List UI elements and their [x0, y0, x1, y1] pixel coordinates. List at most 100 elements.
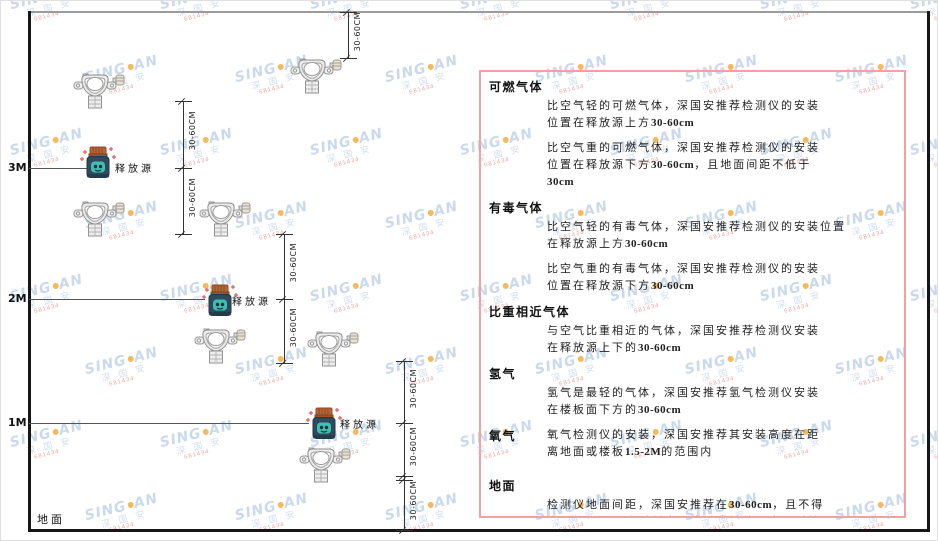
- section-paragraph: 比空气重的可燃气体，深国安推荐检测仪的安装 位置在释放源下方30-60cm，且地面…: [547, 140, 890, 191]
- brand-dot-icon: [351, 135, 359, 144]
- dimension-tick: [175, 234, 192, 235]
- watermark-sub: 深 国 安: [400, 70, 449, 92]
- dimension-label: 30-60CM: [188, 111, 197, 151]
- dimension-tick: [340, 12, 357, 13]
- section-paragraph: 氧气检测仪的安装，深国安推荐其安装高度在距 离地面或楼板1.5-2M的范围内: [547, 427, 890, 461]
- dimension-label: 30-60CM: [188, 178, 197, 218]
- gas-detector-icon: [290, 54, 342, 103]
- height-line: [29, 168, 87, 169]
- release-source-label: 释放源: [340, 420, 379, 431]
- height-line: [29, 299, 205, 300]
- watermark-code: 681434: [933, 302, 938, 315]
- dimension-line: 30-60CM 30-60CM: [276, 234, 298, 364]
- gas-detector-icon: [73, 197, 125, 246]
- gas-detector-icon: [299, 443, 351, 492]
- brand-dot-icon: [126, 62, 134, 71]
- brand-dot-icon: [51, 281, 59, 290]
- section-heading: 氢气: [489, 367, 517, 381]
- release-source-label: 释放源: [232, 297, 271, 308]
- section-paragraph: 比空气轻的可燃气体，深国安推荐检测仪的安装 位置在释放源上方30-60cm: [547, 98, 890, 132]
- brand-dot-icon: [351, 281, 359, 290]
- watermark-code: 681434: [483, 10, 511, 23]
- paragraph-line: 氢气是最轻的气体，深国安推荐氢气检测仪安装: [547, 387, 820, 399]
- brand-dot-icon: [426, 500, 434, 509]
- watermark-sub: 深 国 安: [25, 435, 74, 457]
- brand-dot-icon: [201, 135, 209, 144]
- floor-line: [28, 529, 930, 532]
- gas-detector-icon: [307, 327, 359, 376]
- release-source-icon: [305, 406, 343, 447]
- height-label: 3M: [8, 161, 27, 174]
- panel-section: 氢气氢气是最轻的气体，深国安推荐氢气检测仪安装 在楼板面下方的30-60cm: [489, 365, 890, 419]
- watermark-sub: 深 国 安: [25, 143, 74, 165]
- dimension-tick: [276, 299, 293, 300]
- brand-dot-icon: [426, 354, 434, 363]
- dimension-label: 30-60CM: [409, 427, 418, 467]
- watermark-sub: 深 国 安: [325, 289, 374, 311]
- watermark-sub: 深 国 安: [175, 143, 224, 165]
- paragraph-line: 小于30cm，因为过低容易水溅腐蚀等，容易对检: [547, 514, 890, 516]
- dimension-tick: [340, 58, 357, 59]
- section-heading: 比重相近气体: [489, 305, 571, 319]
- section-paragraph: 比空气重的有毒气体，深国安推荐检测仪的安装 位置在释放源下方30-60cm: [547, 261, 890, 295]
- panel-section: 地面检测仪地面间距，深国安推荐在30-60cm，且不得小于30cm，因为过低容易…: [489, 477, 890, 516]
- brand-dot-icon: [51, 135, 59, 144]
- paragraph-line: 离地面或楼板1.5-2M的范围内: [547, 446, 714, 458]
- brand-dot-icon: [51, 427, 59, 436]
- watermark-code: 681434: [408, 83, 436, 96]
- ceiling-line: [29, 11, 930, 13]
- paragraph-line: 在楼板面下方的30-60cm: [547, 404, 682, 416]
- watermark-code: 681434: [183, 10, 211, 23]
- height-label: 2M: [8, 292, 27, 305]
- paragraph-line: 位置在释放源上方30-60cm: [547, 117, 695, 129]
- gas-detector-icon: [199, 197, 251, 246]
- watermark-code: 681434: [183, 156, 211, 169]
- brand-dot-icon: [126, 208, 134, 217]
- watermark-sub: 深 国 安: [475, 0, 524, 19]
- brand-dot-icon: [126, 500, 134, 509]
- watermark-sub: 深 国 安: [25, 0, 74, 19]
- section-heading: 可燃气体: [489, 80, 544, 94]
- watermark-sub: 深 国 安: [100, 362, 149, 384]
- paragraph-line: 比空气重的有毒气体，深国安推荐检测仪的安装: [547, 263, 820, 275]
- dimension-tick: [396, 423, 413, 424]
- brand-dot-icon: [426, 208, 434, 217]
- watermark-code: 681434: [408, 229, 436, 242]
- brand-dot-icon: [126, 354, 134, 363]
- section-paragraph: 与空气比重相近的气体，深国安推荐检测仪安装 在释放源上下的30-60cm: [547, 323, 890, 357]
- brand-dot-icon: [276, 62, 284, 71]
- dimension-tick: [276, 234, 293, 235]
- brand-dot-icon: [276, 208, 284, 217]
- watermark-code: 681434: [633, 10, 661, 23]
- info-panel: 可燃气体 比空气轻的可燃气体，深国安推荐检测仪的安装 位置在释放源上方30-60cm…: [479, 70, 906, 518]
- watermark-code: 681434: [783, 10, 811, 23]
- watermark-sub: 深 国 安: [775, 0, 824, 19]
- dimension-tick: [175, 101, 192, 102]
- watermark-sub: 深 国 安: [325, 143, 374, 165]
- section-paragraph: 检测仪地面间距，深国安推荐在30-60cm，且不得小于30cm，因为过低容易水溅…: [547, 497, 890, 516]
- ground-label: 地面: [37, 514, 65, 526]
- paragraph-line: 位置在释放源下方30-60cm，且地面间距不低于: [547, 159, 812, 171]
- brand-dot-icon: [201, 427, 209, 436]
